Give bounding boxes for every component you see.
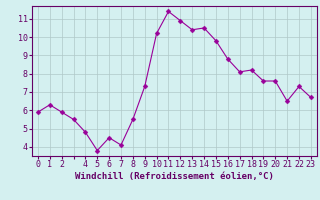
- X-axis label: Windchill (Refroidissement éolien,°C): Windchill (Refroidissement éolien,°C): [75, 172, 274, 181]
